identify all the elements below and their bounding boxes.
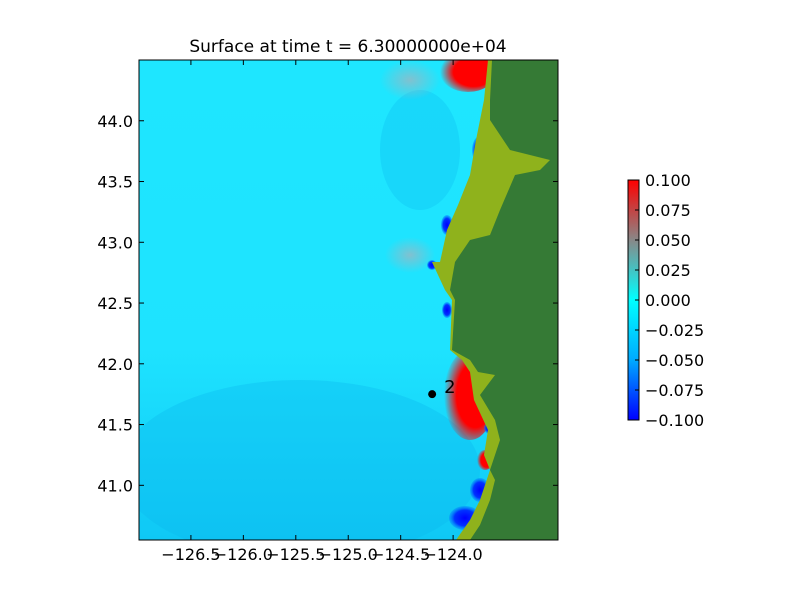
y-tick-label: 43.0	[97, 233, 133, 252]
chart-title: Surface at time t = 6.30000000e+04	[189, 37, 506, 57]
y-tick-label: 42.0	[97, 355, 133, 374]
y-axis: 41.0 41.5 42.0 42.5 43.0 43.5 44.0	[97, 112, 558, 495]
gauge-label: 2	[444, 377, 455, 398]
land	[450, 60, 558, 540]
y-tick-label: 42.5	[97, 294, 133, 313]
colorbar-tick-label: −0.075	[645, 381, 704, 400]
y-tick-label: 44.0	[97, 112, 133, 131]
colorbar-tick-label: 0.000	[645, 291, 691, 310]
colorbar-tick-label: 0.050	[645, 231, 691, 250]
colorbar-axis: 0.100 0.075 0.050 0.025 0.000 −0.025 −0.050 −0.…	[635, 171, 704, 430]
x-axis: −126.5−126.0−125.5−125.0−124.5−124.0	[161, 60, 483, 564]
colorbar-tick-label: 0.075	[645, 201, 691, 220]
ocean-shade	[139, 380, 480, 540]
colorbar-tick-label: −0.100	[645, 411, 704, 430]
blue-anomaly	[442, 302, 452, 318]
surface-field	[139, 60, 558, 540]
colorbar-tick-label: 0.025	[645, 261, 691, 280]
grey-anomaly	[385, 237, 435, 273]
colorbar-tick-label: 0.100	[645, 171, 691, 190]
x-tick-label: −124.0	[424, 545, 483, 564]
x-tick-label: −125.5	[266, 545, 325, 564]
x-tick-label: −126.0	[214, 545, 273, 564]
y-tick-label: 41.5	[97, 416, 133, 435]
x-tick-label: −125.0	[319, 545, 378, 564]
x-tick-label: −124.5	[371, 545, 430, 564]
y-tick-label: 43.5	[97, 173, 133, 192]
y-tick-label: 41.0	[97, 476, 133, 495]
gauge-markers: 2	[428, 377, 456, 399]
x-tick-label: −126.5	[161, 545, 220, 564]
ocean-shade	[380, 90, 460, 210]
gauge-point	[428, 390, 437, 399]
colorbar-tick-label: −0.025	[645, 321, 704, 340]
grey-anomaly	[380, 60, 440, 100]
red-anomaly	[440, 60, 496, 92]
colorbar-tick-label: −0.050	[645, 351, 704, 370]
